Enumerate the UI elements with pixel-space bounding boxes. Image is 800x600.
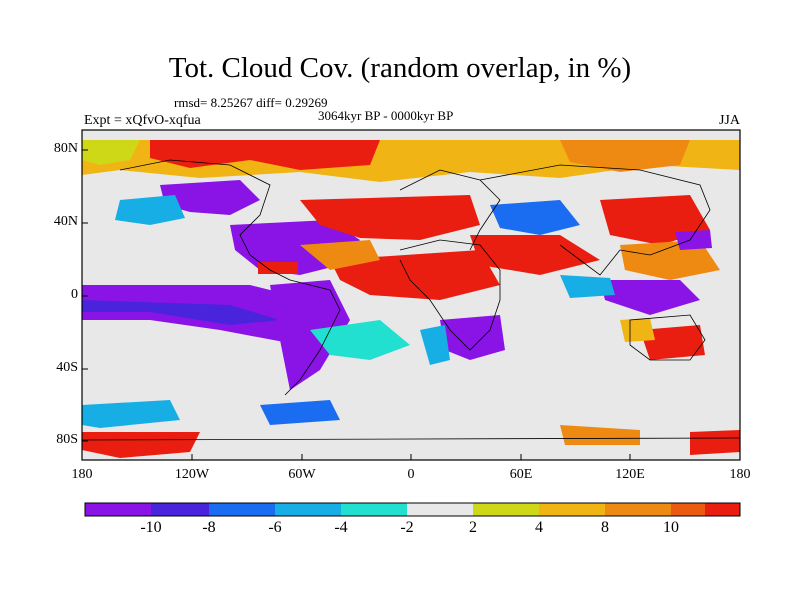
middle-east-blue <box>490 200 580 235</box>
maritime-purple <box>600 280 700 315</box>
caribbean-red-spot <box>258 262 298 274</box>
x-tick-label: 60W <box>288 467 316 482</box>
x-tick-label: 0 <box>407 467 415 482</box>
colorbar-label: -4 <box>334 519 348 536</box>
antarctic-red-west <box>82 432 200 458</box>
colorbar <box>84 502 741 517</box>
colorbar-cell <box>85 503 151 516</box>
indian-ocean-cyan <box>560 275 615 298</box>
north-pacific-cyan <box>115 195 185 225</box>
antarctic-red-east <box>690 430 740 455</box>
y-tick-label: 40N <box>53 214 78 229</box>
south-america-purple <box>270 280 350 390</box>
pacific-blue-core <box>82 300 280 325</box>
north-america-purple <box>160 180 260 215</box>
y-tick-label: 0 <box>71 287 78 302</box>
x-tick-label: 60E <box>509 467 533 482</box>
period-label: 3064kyr BP - 0000kyr BP <box>318 108 454 123</box>
coastlines <box>82 159 740 441</box>
siberia-orange-patch <box>560 140 690 172</box>
southern-ocean-blue <box>260 400 340 425</box>
season-label: JJA <box>718 113 740 128</box>
angola-cyan <box>420 325 450 365</box>
x-tick-label: 120W <box>174 467 210 482</box>
sahel-red-band <box>330 250 500 300</box>
atlantic-orange <box>300 240 380 270</box>
southern-ocean-cyan-west <box>82 400 180 428</box>
colorbar-cell <box>151 503 209 516</box>
experiment-label: Expt = xQfvO-xqfua <box>84 113 201 128</box>
colorbar-cell <box>407 503 473 516</box>
colorbar-frame <box>84 502 741 517</box>
y-tick-label: 80N <box>53 141 78 156</box>
colorbar-label: 10 <box>663 519 679 536</box>
australia-red <box>640 325 705 360</box>
antarctic-orange-east <box>560 425 640 445</box>
colorbar-cell <box>671 503 705 516</box>
colorbar-label: -8 <box>202 519 216 536</box>
arctic-red-patch <box>150 140 380 170</box>
colorbar-cell <box>275 503 341 516</box>
x-tick-label: 180 <box>729 467 751 482</box>
middle-east-red <box>470 235 600 275</box>
chart-title: Tot. Cloud Cov. (random overlap, in %) <box>168 52 632 84</box>
colorbar-cell <box>705 503 740 516</box>
cloud-anomaly-field <box>82 130 740 460</box>
colorbar-cell <box>539 503 605 516</box>
colorbar-cell <box>473 503 539 516</box>
axis-ticks <box>81 149 741 460</box>
x-tick-label: 180 <box>71 467 93 482</box>
x-tick-label: 120E <box>615 467 645 482</box>
west-pacific-purple <box>675 230 712 250</box>
rmsd-diff-stats: rmsd= 8.25267 diff= 0.29269 <box>174 95 328 110</box>
y-tick-label: 80S <box>56 432 78 447</box>
south-africa-purple <box>440 315 505 360</box>
australia-orange <box>620 318 655 342</box>
colorbar-label: -10 <box>140 519 162 536</box>
colorbar-cell <box>341 503 407 516</box>
east-asia-orange <box>620 240 720 280</box>
south-atlantic-cyan <box>310 320 410 360</box>
y-tick-label: 40S <box>56 360 78 375</box>
west-yellow-patch <box>82 140 140 165</box>
colorbar-cell <box>209 503 275 516</box>
colorbar-label: 4 <box>535 519 543 536</box>
colorbar-label: 8 <box>601 519 609 536</box>
atlantic-red-band <box>300 195 480 240</box>
colorbar-cell <box>605 503 671 516</box>
colorbar-label: -2 <box>400 519 414 536</box>
colorbar-label: 2 <box>469 519 477 536</box>
colorbar-label: -6 <box>268 519 282 536</box>
